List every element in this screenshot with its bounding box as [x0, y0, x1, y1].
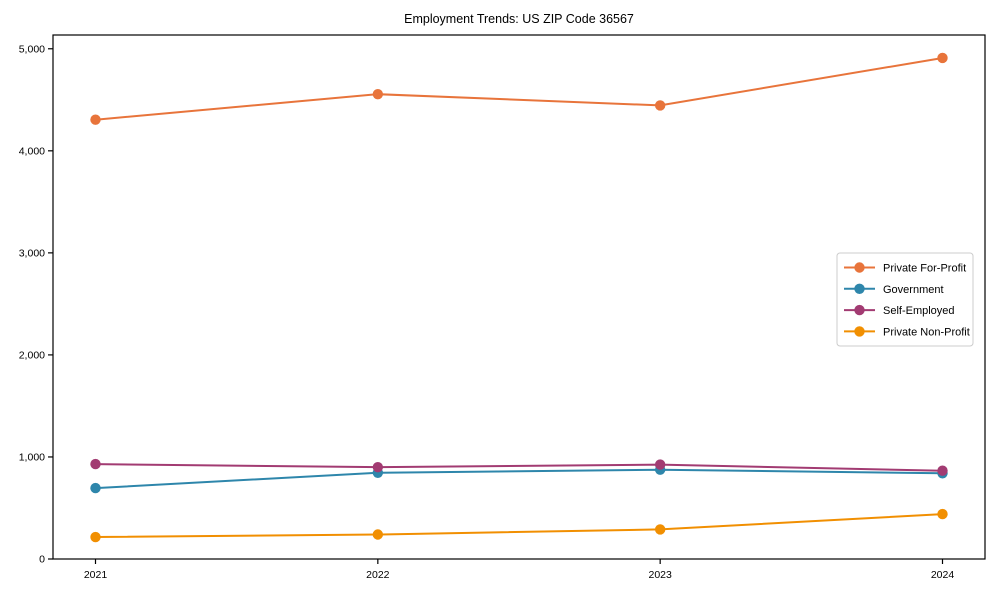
data-point-private-for-profit-2024 — [937, 52, 948, 64]
legend-marker-private-non-profit — [854, 326, 865, 337]
chart-title: Employment Trends: US ZIP Code 36567 — [404, 12, 634, 26]
y-tick-label: 4,000 — [19, 145, 45, 157]
data-point-private-for-profit-2021 — [90, 114, 101, 125]
y-tick-label: 1,000 — [19, 451, 45, 463]
legend-box — [836, 252, 974, 347]
series-line-private-for-profit — [95, 56, 943, 121]
series-line-private-non-profit — [95, 513, 943, 539]
data-point-private-non-profit-2024 — [937, 508, 948, 520]
data-point-self-employed-2024 — [937, 465, 948, 476]
y-tick-label: 0 — [39, 554, 45, 566]
legend-label-self-employed: Self-Employed — [883, 305, 955, 317]
data-point-self-employed-2023 — [654, 459, 666, 470]
legend-marker-government — [854, 283, 865, 294]
legend-entry-private-for-profit: Private For-Profit — [844, 262, 966, 275]
legend-label-private-non-profit: Private Non-Profit — [883, 326, 970, 338]
legend-marker-private-for-profit — [854, 262, 865, 273]
series-private-for-profit — [90, 52, 948, 125]
x-tick-label: 2021 — [84, 569, 108, 581]
data-point-private-for-profit-2022 — [372, 88, 384, 100]
series-self-employed — [90, 458, 948, 476]
y-tick-label: 3,000 — [19, 247, 45, 259]
data-point-government-2021 — [90, 482, 101, 494]
x-tick-label: 2022 — [366, 569, 390, 581]
data-point-private-non-profit-2023 — [654, 524, 666, 535]
data-point-private-for-profit-2023 — [654, 100, 666, 111]
plot-border — [52, 34, 986, 560]
x-tick-label: 2024 — [931, 569, 955, 581]
series-line-self-employed — [95, 463, 943, 472]
data-point-self-employed-2022 — [372, 461, 384, 473]
x-tick-label: 2023 — [648, 569, 672, 581]
legend-marker-self-employed — [854, 304, 865, 316]
legend: Private For-Profit Government Self-Employe… — [836, 252, 974, 347]
legend-entry-private-non-profit: Private Non-Profit — [844, 326, 970, 338]
legend-label-private-for-profit: Private For-Profit — [883, 263, 966, 275]
series-line-government — [95, 468, 943, 490]
y-tick-label: 5,000 — [19, 43, 45, 55]
legend-entry-self-employed: Self-Employed — [844, 304, 955, 317]
y-tick-label: 2,000 — [19, 349, 45, 361]
series-private-non-profit — [90, 508, 948, 543]
data-point-private-non-profit-2022 — [372, 529, 384, 540]
legend-label-government: Government — [883, 284, 944, 296]
data-point-self-employed-2021 — [90, 458, 101, 470]
legend-entry-government: Government — [844, 283, 944, 296]
data-point-private-non-profit-2021 — [90, 531, 101, 543]
